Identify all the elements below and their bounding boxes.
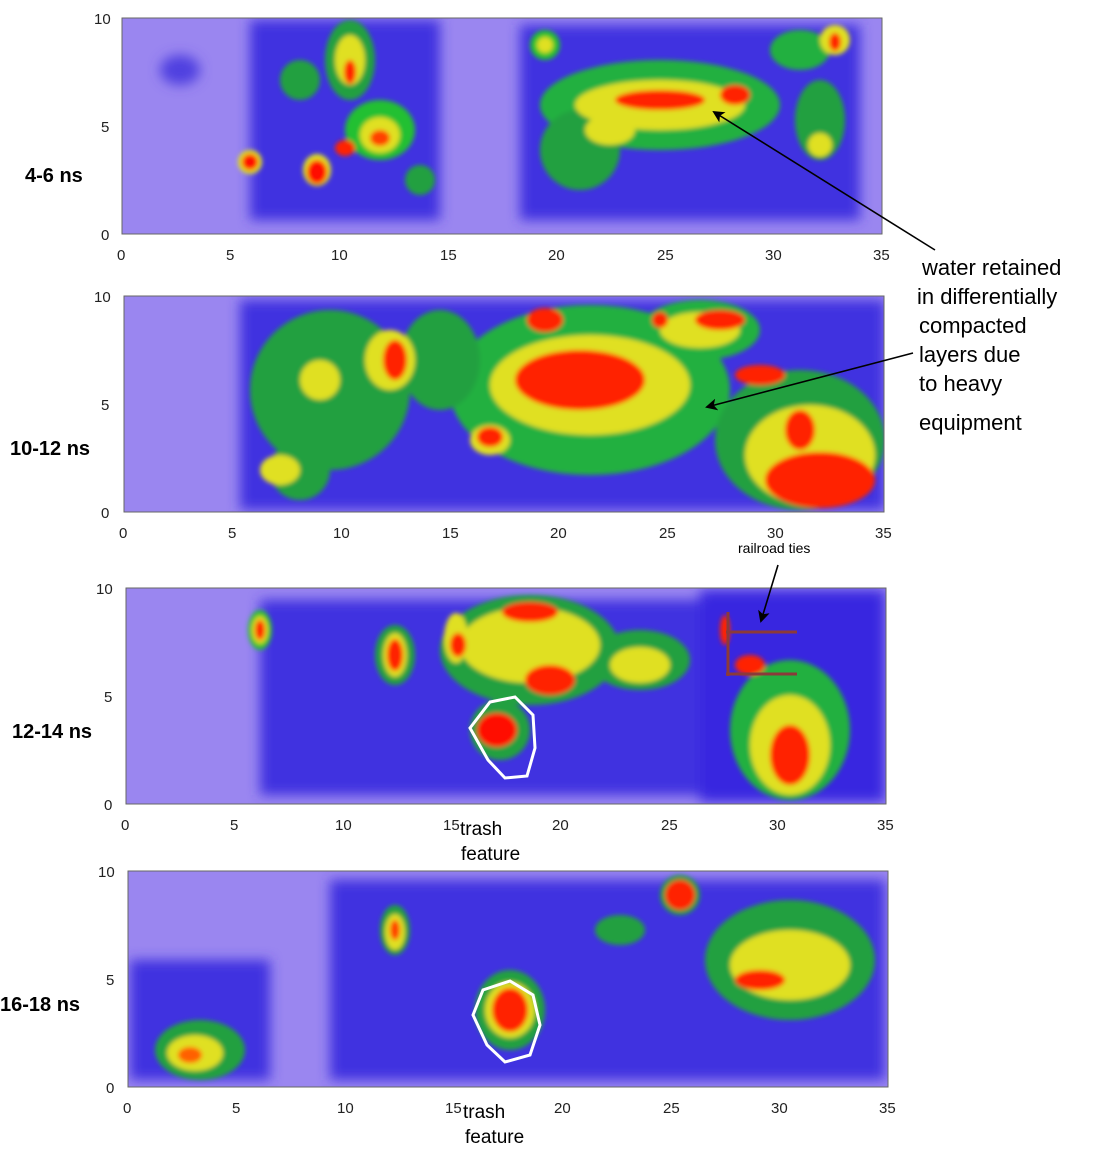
x-tick-label: 15 (442, 525, 459, 542)
annotation-line: equipment (919, 410, 1022, 435)
railroad-annotation: railroad ties (738, 540, 810, 623)
x-tick-label: 10 (335, 817, 352, 834)
trash-feature-outline (468, 695, 537, 780)
x-tick-label: 30 (767, 525, 784, 542)
y-tick-label: 5 (101, 397, 109, 414)
x-tick-label: 5 (228, 525, 236, 542)
x-tick-label: 25 (663, 1100, 680, 1117)
trash-annotation-2: trash feature (463, 1102, 524, 1148)
y-tick-label: 5 (104, 689, 112, 706)
plot-frame (123, 295, 885, 513)
panel-16-18ns: 16-18 ns 10 5 0 0 5 10 15 20 25 30 35 (0, 864, 896, 1117)
y-tick-label: 0 (106, 1080, 114, 1097)
x-tick-label: 15 (443, 817, 460, 834)
railroad-ties-lines (726, 612, 797, 676)
plot-frame (121, 17, 883, 235)
radar-map-4-6ns (122, 18, 882, 234)
trash-feature-outline (471, 979, 542, 1064)
x-tick-label: 0 (121, 817, 129, 834)
radar-map-16-18ns (128, 871, 888, 1087)
water-annotation: water retained in differentially compact… (705, 110, 1061, 435)
panel-4-6ns: 4-6 ns 10 5 0 0 5 10 15 20 25 30 35 (25, 11, 890, 264)
x-tick-label: 30 (765, 247, 782, 264)
radar-map-10-12ns (124, 296, 884, 512)
x-tick-label: 25 (661, 817, 678, 834)
trash-feature-label: feature (461, 844, 520, 865)
x-axis: 0 5 10 15 20 25 30 35 (117, 247, 890, 264)
trash-feature-label: trash (463, 1102, 505, 1123)
y-axis: 10 5 0 (96, 581, 113, 814)
x-axis: 0 5 10 15 20 25 30 35 (123, 1100, 896, 1117)
x-tick-label: 35 (875, 525, 892, 542)
annotation-line: compacted (919, 313, 1027, 338)
y-axis: 10 5 0 (98, 864, 115, 1097)
y-axis: 10 5 0 (94, 289, 111, 522)
y-tick-label: 5 (106, 972, 114, 989)
y-axis: 10 5 0 (94, 11, 111, 244)
panel-12-14ns: 12-14 ns 10 5 0 0 5 10 15 20 25 30 35 (12, 581, 894, 834)
panel-label: 16-18 ns (0, 994, 80, 1016)
x-tick-label: 15 (445, 1100, 462, 1117)
annotation-arrow (758, 564, 779, 623)
plot-frame (125, 587, 887, 805)
panel-label: 12-14 ns (12, 721, 92, 743)
x-tick-label: 20 (554, 1100, 571, 1117)
x-tick-label: 0 (119, 525, 127, 542)
panel-10-12ns: 10-12 ns 10 5 0 0 5 10 15 20 25 30 35 (10, 289, 892, 542)
x-tick-label: 5 (232, 1100, 240, 1117)
x-tick-label: 35 (877, 817, 894, 834)
x-tick-label: 30 (771, 1100, 788, 1117)
annotation-line: layers due (919, 342, 1021, 367)
y-tick-label: 0 (101, 227, 109, 244)
radar-map-12-14ns (126, 588, 886, 804)
y-tick-label: 10 (98, 864, 115, 881)
x-tick-label: 0 (117, 247, 125, 264)
y-tick-label: 10 (94, 289, 111, 306)
panel-label: 4-6 ns (25, 165, 83, 187)
plot-frame (127, 870, 889, 1088)
x-tick-label: 35 (879, 1100, 896, 1117)
y-tick-label: 0 (101, 505, 109, 522)
y-tick-label: 5 (101, 119, 109, 136)
y-tick-label: 0 (104, 797, 112, 814)
x-tick-label: 25 (659, 525, 676, 542)
annotation-line: water retained (921, 255, 1061, 280)
x-tick-label: 5 (230, 817, 238, 834)
annotation-arrow (705, 352, 914, 411)
x-tick-label: 10 (331, 247, 348, 264)
annotation-line: to heavy (919, 371, 1002, 396)
y-tick-label: 10 (94, 11, 111, 28)
trash-annotation-1: trash feature (460, 819, 520, 865)
x-tick-label: 0 (123, 1100, 131, 1117)
x-tick-label: 20 (552, 817, 569, 834)
x-axis: 0 5 10 15 20 25 30 35 (119, 525, 892, 542)
x-tick-label: 15 (440, 247, 457, 264)
x-tick-label: 10 (337, 1100, 354, 1117)
x-tick-label: 25 (657, 247, 674, 264)
trash-feature-label: trash (460, 819, 502, 840)
x-axis: 0 5 10 15 20 25 30 35 (121, 817, 894, 834)
x-tick-label: 20 (550, 525, 567, 542)
annotation-arrow (712, 110, 936, 251)
panel-label: 10-12 ns (10, 438, 90, 460)
x-tick-label: 5 (226, 247, 234, 264)
x-tick-label: 20 (548, 247, 565, 264)
railroad-ties-label: railroad ties (738, 540, 810, 556)
trash-feature-label: feature (465, 1127, 524, 1148)
y-tick-label: 10 (96, 581, 113, 598)
x-tick-label: 30 (769, 817, 786, 834)
x-tick-label: 35 (873, 247, 890, 264)
annotation-line: in differentially (917, 284, 1057, 309)
x-tick-label: 10 (333, 525, 350, 542)
